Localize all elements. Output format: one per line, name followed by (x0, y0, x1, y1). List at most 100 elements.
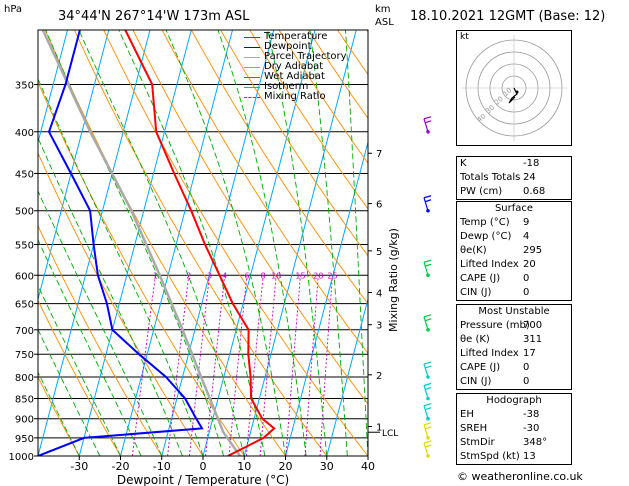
indices-top-panel: K -18 Totals Totals 24 PW (cm) 0.68 (456, 156, 572, 200)
index-label: K (460, 158, 467, 169)
isotherm-line (243, 30, 357, 456)
wind-barb (423, 314, 432, 332)
index-row: EH -38 (457, 408, 571, 422)
legend-label: Dewpoint (264, 41, 312, 52)
dry-adiabat-line (38, 224, 163, 456)
hodograph-ring-label: 30 (484, 104, 496, 116)
copyright: © weatheronline.co.uk (457, 470, 583, 483)
mixing-ratio-label: 4 (222, 271, 227, 280)
legend-label: Isotherm (264, 81, 309, 92)
legend-swatch (244, 57, 260, 58)
lcl-label: LCL (382, 429, 398, 439)
dry-adiabat-line (132, 30, 368, 405)
legend-label: Parcel Trajectory (264, 51, 347, 62)
legend-item: Temperature (244, 32, 347, 42)
temperature-tick-label: -10 (153, 460, 171, 473)
most-unstable-panel: Most Unstable Pressure (mb) 700 θe (K) 311 Li… (456, 304, 572, 390)
dry-adiabat-line (38, 375, 80, 456)
index-value: 311 (523, 334, 543, 345)
index-value: 17 (523, 348, 536, 359)
temperature-tick-label: 10 (237, 460, 251, 473)
index-label: Totals Totals (460, 172, 521, 183)
index-row: θe (K) 311 (457, 333, 571, 347)
index-row: StmDir 348° (457, 436, 571, 450)
isotherm-line (161, 30, 275, 456)
hodograph-ring-label: 40 (476, 112, 488, 124)
hodograph-panel: kt 10 20 30 40 (456, 30, 572, 146)
dewpoint-line (38, 30, 204, 456)
hodograph-unit-label: kt (460, 32, 469, 42)
km-tick-label: 2 (376, 371, 382, 382)
mixing-ratio-label: 15 (295, 271, 305, 280)
mixing-ratio-line (319, 275, 333, 456)
index-row: PW (cm) 0.68 (457, 185, 571, 199)
mixing-ratio-line (188, 275, 210, 456)
legend-label: Mixing Ratio (264, 91, 326, 102)
km-axis-label: km (375, 4, 391, 15)
pressure-tick-label: 750 (15, 350, 34, 361)
index-row: CAPE (J) 0 (457, 272, 571, 286)
index-row: Temp (°C) 9 (457, 216, 571, 230)
dry-adiabat-line (249, 30, 368, 210)
index-label: Lifted Index (460, 259, 519, 270)
legend-label: Temperature (264, 31, 328, 42)
mixing-ratio-label: 25 (327, 271, 337, 280)
temperature-tick-label: -30 (70, 460, 88, 473)
legend-swatch (244, 87, 260, 88)
index-label: Dewp (°C) (460, 231, 512, 242)
isotherm-line (78, 30, 192, 456)
dry-adiabat-line (161, 30, 368, 355)
legend-swatch (244, 47, 260, 48)
pressure-tick-label: 1000 (9, 452, 34, 463)
legend-label: Dry Adiabat (264, 61, 324, 72)
wet-adiabat-line (38, 371, 80, 456)
hodograph-indices-panel: Hodograph EH -38 SREH -30 StmDir 348° StmSpd (k… (456, 393, 572, 465)
pressure-tick-label: 900 (15, 415, 34, 426)
wet-adiabat-line (118, 30, 266, 456)
mixing-ratio-label: 10 (271, 271, 281, 280)
wet-adiabat-line (345, 30, 368, 456)
index-value: 0.68 (523, 186, 546, 197)
index-value: 0 (523, 362, 530, 373)
legend-item: Dry Adiabat (244, 62, 347, 72)
mixing-ratio-label: 8 (261, 271, 266, 280)
temperature-tick-label: 0 (200, 460, 207, 473)
km-tick-label: 6 (376, 200, 382, 211)
index-label: θe (K) (460, 334, 490, 345)
mixing-ratio-line (205, 275, 226, 456)
legend-swatch (244, 37, 260, 38)
temperature-tick-label: 20 (279, 460, 293, 473)
temperature-tick-label: 40 (361, 460, 375, 473)
index-label: Pressure (mb) (460, 320, 530, 331)
pressure-tick-label: 950 (15, 434, 34, 445)
isotherm-line (38, 30, 68, 145)
pressure-tick-label: 600 (15, 271, 34, 282)
legend-item: Mixing Ratio (244, 92, 347, 102)
index-value: -18 (523, 158, 540, 169)
index-row: Lifted Index 20 (457, 258, 571, 272)
temperature-tick-label: 30 (320, 460, 334, 473)
parcel-trajectory-line (41, 30, 242, 456)
x-axis-title: Dewpoint / Temperature (°C) (117, 473, 289, 486)
legend-swatch (244, 97, 260, 98)
index-row: Pressure (mb) 700 (457, 319, 571, 333)
wind-barb (423, 403, 432, 421)
km-tick-label: 3 (376, 321, 382, 332)
index-value: 9 (523, 217, 530, 228)
temperature-line (124, 30, 276, 456)
index-value: 13 (523, 451, 536, 462)
index-label: CAPE (J) (460, 273, 501, 284)
mixing-ratio-line (131, 275, 156, 456)
mixing-ratio-label: 20 (313, 271, 323, 280)
km-tick-label: 1 (376, 422, 382, 433)
pressure-tick-label: 450 (15, 169, 34, 180)
legend-item: Dewpoint (244, 42, 347, 52)
index-label: CIN (J) (460, 376, 492, 387)
pressure-tick-label: 800 (15, 373, 34, 384)
index-label: SREH (460, 423, 488, 434)
index-value: 295 (523, 245, 543, 256)
wet-adiabat-line (38, 189, 163, 456)
km-tick-label: 4 (376, 289, 382, 300)
index-row: K -18 (457, 157, 571, 171)
